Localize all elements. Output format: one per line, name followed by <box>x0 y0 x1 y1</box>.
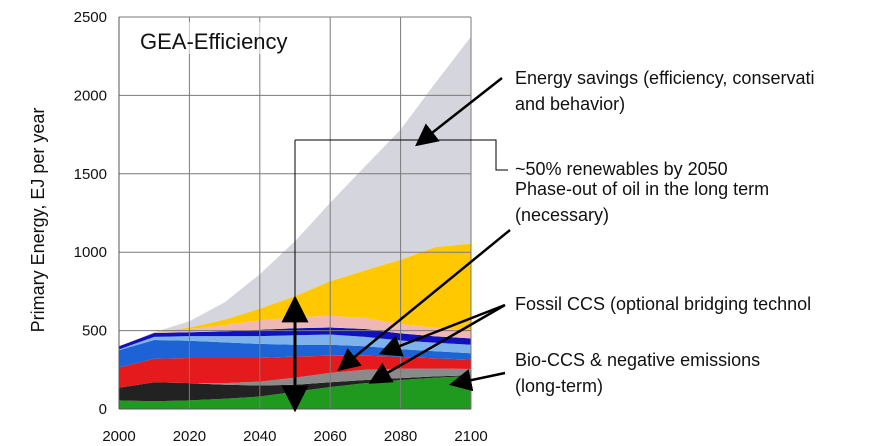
area-series-8 <box>119 243 471 347</box>
annotation-fossil-ccs: Fossil CCS (optional bridging technol <box>515 294 811 314</box>
chart-title: GEA-Efficiency <box>140 29 288 54</box>
title-background <box>128 22 278 54</box>
arrow-energy-savings <box>415 77 503 147</box>
arrow-fossil-ccs-2 <box>368 303 506 384</box>
annotation-renewables: ~50% renewables by 2050 <box>515 159 728 179</box>
y-axis-label: Primary Energy, EJ per year <box>28 108 48 333</box>
arrow-fossil-ccs-1 <box>378 303 506 357</box>
annotation-oil-phaseout-line-0: Phase-out of oil in the long term <box>515 179 769 199</box>
annotation-oil-phaseout-line-1: (necessary) <box>515 205 609 225</box>
y-tick-label-4: 2000 <box>74 87 107 104</box>
x-tick-label-1: 2020 <box>173 428 206 445</box>
y-tick-labels: 0 500 1000 1500 2000 2500 <box>74 9 107 418</box>
annotation-fossil-ccs-line-0: Fossil CCS (optional bridging technol <box>515 294 811 314</box>
annotation-renewables-line-0: ~50% renewables by 2050 <box>515 159 728 179</box>
y-tick-label-2: 1000 <box>74 244 107 261</box>
annotation-oil-phaseout: Phase-out of oil in the long term (necess… <box>515 179 769 225</box>
x-tick-labels: 2000 2020 2040 2060 2080 2100 <box>102 428 487 445</box>
area-series-7 <box>119 315 471 347</box>
annotation-bio-ccs: Bio-CCS & negative emissions (long-term) <box>515 350 760 396</box>
annotation-energy-savings-line-1: and behavior) <box>515 94 625 114</box>
x-tick-label-4: 2080 <box>384 428 417 445</box>
y-tick-label-0: 0 <box>99 401 107 418</box>
y-tick-label-5: 2500 <box>74 9 107 26</box>
annotation-bio-ccs-line-0: Bio-CCS & negative emissions <box>515 350 760 370</box>
annotation-energy-savings-line-0: Energy savings (efficiency, conservati <box>515 68 814 88</box>
x-tick-label-5: 2100 <box>454 428 487 445</box>
annotations: Energy savings (efficiency, conservati an… <box>281 68 814 413</box>
y-tick-label-3: 1500 <box>74 166 107 183</box>
x-tick-label-3: 2060 <box>314 428 347 445</box>
connector-renewables <box>295 139 508 171</box>
arrow-bio-ccs <box>448 369 506 392</box>
x-tick-label-2: 2040 <box>243 428 276 445</box>
annotation-bio-ccs-line-1: (long-term) <box>515 376 603 396</box>
y-tick-label-1: 500 <box>82 323 107 340</box>
arrow-oil-phaseout <box>337 229 511 372</box>
x-tick-label-0: 2000 <box>102 428 135 445</box>
annotation-energy-savings: Energy savings (efficiency, conservati an… <box>515 68 814 114</box>
